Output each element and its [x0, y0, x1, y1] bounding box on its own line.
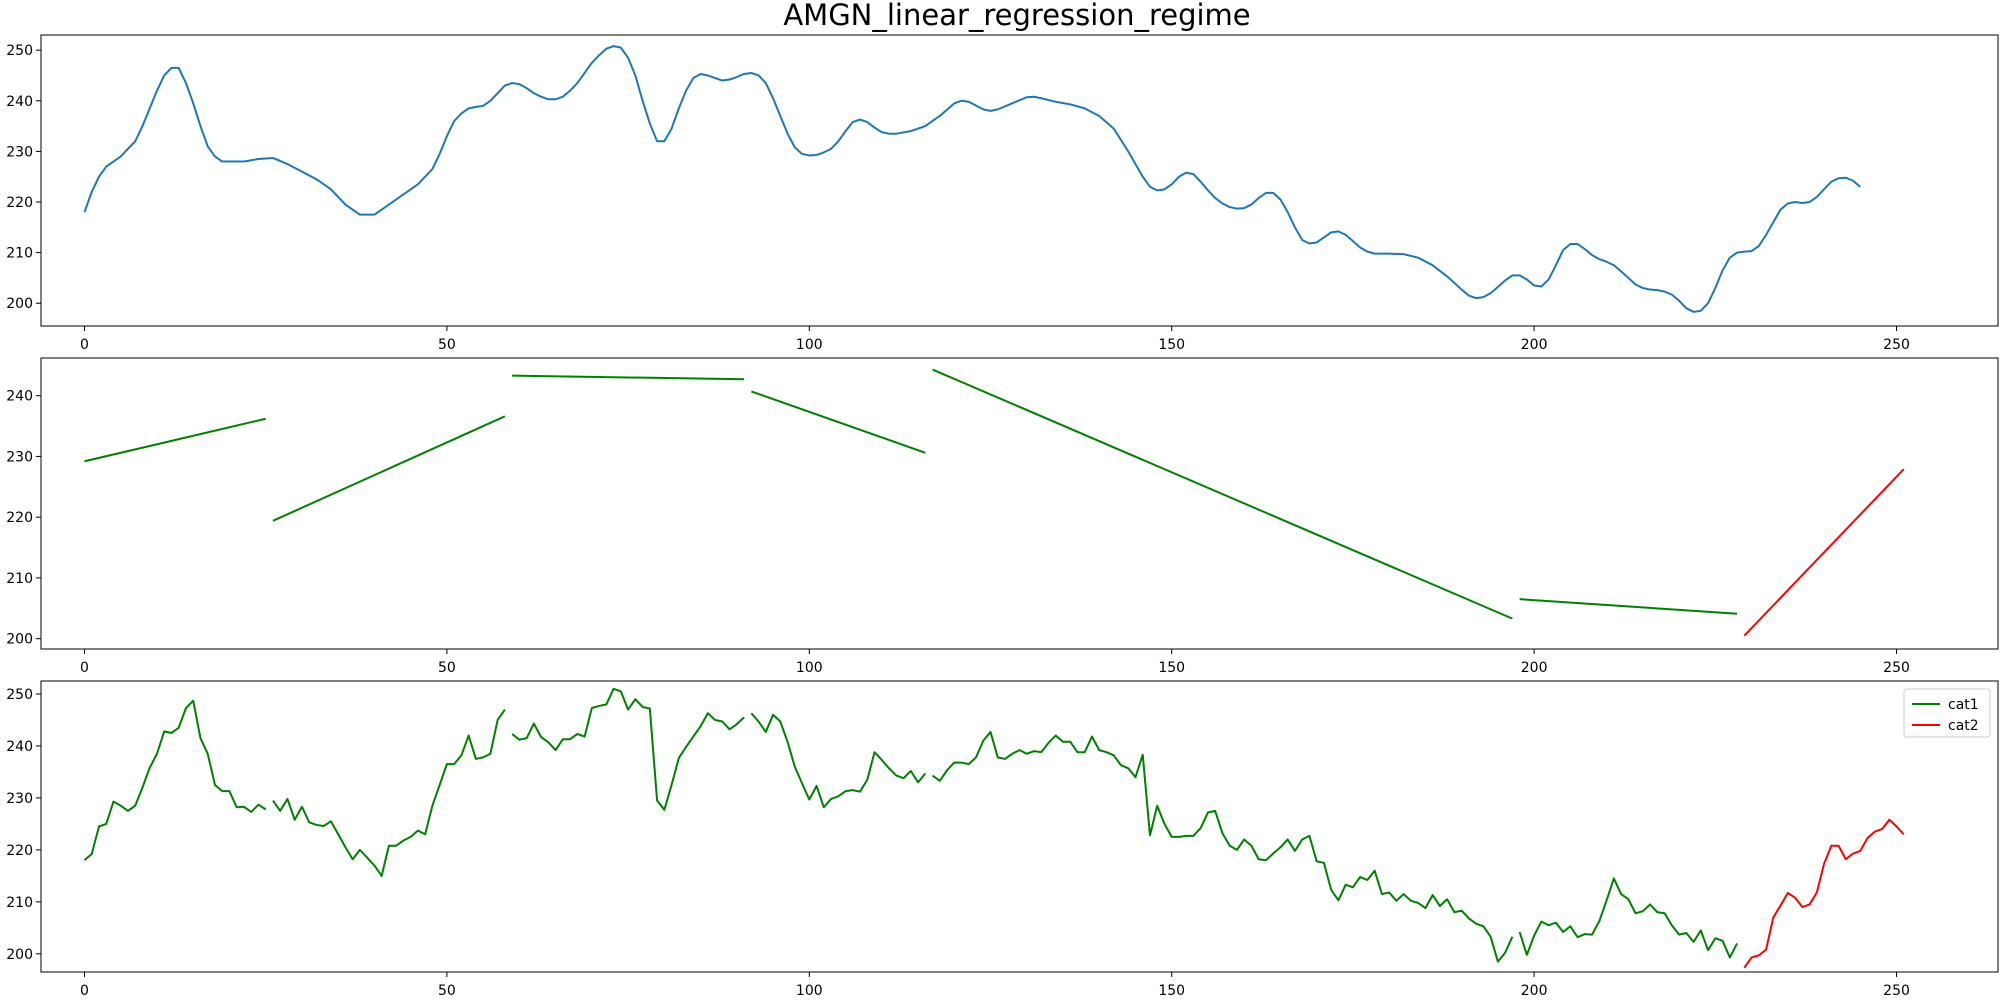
x-tick-label: 150: [1158, 660, 1185, 676]
y-tick-label: 210: [6, 246, 33, 262]
y-tick-label: 240: [6, 94, 33, 110]
series-line-4: [931, 730, 1514, 963]
series-line-1: [272, 415, 506, 522]
series-line-6: [1743, 818, 1905, 969]
y-tick-label: 200: [6, 947, 33, 963]
series-line-0: [83, 699, 267, 862]
axes-frame: [40, 680, 1999, 973]
series-line-0: [83, 45, 1861, 313]
panel-bottom: 0 50 100 150 200 250200210220230240250cat1cat…: [6, 680, 1999, 999]
y-tick-label: 220: [6, 510, 33, 526]
x-tick-label: 100: [796, 337, 823, 353]
series-line-5: [1519, 598, 1738, 615]
series-line-6: [1743, 468, 1905, 637]
panel-middle: 0 50 100 150 200 250 200 210 220 230 240: [6, 357, 1999, 676]
x-tick-label: 0: [80, 660, 89, 676]
x-tick-label: 50: [438, 660, 456, 676]
y-tick-label: 250: [6, 687, 33, 703]
series-line-0: [84, 417, 266, 463]
series-line-3: [750, 712, 927, 809]
y-tick-label: 240: [6, 389, 33, 405]
axes-frame: [40, 34, 1999, 327]
x-tick-label: 250: [1883, 660, 1910, 676]
series-line-3: [750, 390, 926, 454]
legend: cat1 cat2: [1903, 688, 1991, 738]
x-tick-label: 250: [1883, 337, 1910, 353]
series-line-2: [512, 374, 745, 381]
series-line-1: [272, 709, 506, 877]
series-line-5: [1518, 877, 1738, 959]
legend-label-cat1: cat1: [1948, 697, 1979, 713]
y-tick-label: 220: [6, 195, 33, 211]
y-tick-label: 230: [6, 449, 33, 465]
legend-label-cat2: cat2: [1948, 718, 1979, 734]
x-tick-label: 0: [80, 337, 89, 353]
y-tick-label: 230: [6, 144, 33, 160]
y-tick-label: 230: [6, 791, 33, 807]
x-tick-label: 150: [1158, 337, 1185, 353]
series-line-2: [511, 687, 745, 811]
axes-frame: [40, 357, 1999, 650]
y-tick-label: 250: [6, 43, 33, 59]
y-tick-label: 210: [6, 895, 33, 911]
x-tick-label: 0: [80, 983, 89, 999]
x-tick-label: 50: [438, 337, 456, 353]
y-tick-label: 240: [6, 739, 33, 755]
x-tick-label: 50: [438, 983, 456, 999]
y-tick-label: 200: [6, 632, 33, 648]
x-tick-label: 200: [1521, 337, 1548, 353]
series-line-4: [932, 368, 1513, 620]
x-tick-label: 250: [1883, 983, 1910, 999]
x-tick-label: 200: [1521, 983, 1548, 999]
x-tick-label: 150: [1158, 983, 1185, 999]
x-tick-label: 100: [796, 983, 823, 999]
chart-title: AMGN_linear_regression_regime: [783, 0, 1250, 32]
y-tick-label: 200: [6, 296, 33, 312]
y-tick-label: 220: [6, 843, 33, 859]
x-tick-label: 100: [796, 660, 823, 676]
panel-top: 0 50 100 150 200 250 200 210 220 230 240 250: [6, 34, 1999, 353]
y-tick-label: 210: [6, 571, 33, 587]
x-tick-label: 200: [1521, 660, 1548, 676]
